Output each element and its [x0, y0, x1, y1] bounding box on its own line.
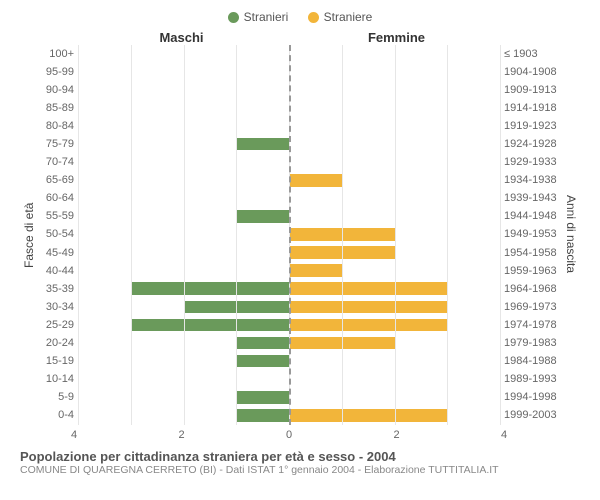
- bar-female: [289, 174, 342, 187]
- bar-female: [289, 319, 447, 332]
- age-tick: 30-34: [38, 298, 78, 316]
- age-tick: 75-79: [38, 135, 78, 153]
- age-tick: 85-89: [38, 99, 78, 117]
- age-tick: 90-94: [38, 81, 78, 99]
- legend-label-f: Straniere: [324, 10, 373, 24]
- side-titles: Maschi Femmine: [20, 30, 580, 45]
- side-title-right: Femmine: [289, 30, 504, 45]
- age-tick: 45-49: [38, 244, 78, 262]
- bar-male: [236, 409, 289, 422]
- age-tick: 60-64: [38, 189, 78, 207]
- bar-male: [236, 210, 289, 223]
- center-divider: [289, 45, 291, 425]
- y-axis-right-label: Anni di nascita: [562, 45, 580, 425]
- bar-male: [236, 337, 289, 350]
- bar-male: [131, 282, 289, 295]
- age-tick: 95-99: [38, 63, 78, 81]
- bar-female: [289, 301, 447, 314]
- y-ticks-birth: ≤ 19031904-19081909-19131914-19181919-19…: [500, 45, 562, 425]
- birth-tick: 1904-1908: [500, 63, 562, 81]
- bar-female: [289, 228, 395, 241]
- side-title-left: Maschi: [74, 30, 289, 45]
- x-tick: 4: [501, 429, 507, 441]
- age-tick: 25-29: [38, 316, 78, 334]
- birth-tick: 1914-1918: [500, 99, 562, 117]
- legend-label-m: Stranieri: [244, 10, 289, 24]
- birth-tick: 1974-1978: [500, 316, 562, 334]
- age-tick: 100+: [38, 45, 78, 63]
- age-tick: 35-39: [38, 280, 78, 298]
- birth-tick: 1919-1923: [500, 117, 562, 135]
- age-tick: 80-84: [38, 117, 78, 135]
- birth-tick: 1969-1973: [500, 298, 562, 316]
- bar-male: [236, 138, 289, 151]
- age-tick: 70-74: [38, 153, 78, 171]
- birth-tick: 1959-1963: [500, 262, 562, 280]
- birth-tick: 1934-1938: [500, 171, 562, 189]
- legend-item-m: Stranieri: [228, 10, 289, 24]
- birth-tick: 1954-1958: [500, 244, 562, 262]
- bar-male: [184, 301, 290, 314]
- x-tick: 2: [178, 429, 184, 441]
- birth-tick: 1944-1948: [500, 207, 562, 225]
- legend-swatch-m: [228, 12, 239, 23]
- bar-female: [289, 282, 447, 295]
- caption-title: Popolazione per cittadinanza straniera p…: [20, 449, 580, 464]
- birth-tick: 1979-1983: [500, 334, 562, 352]
- legend: Stranieri Straniere: [20, 10, 580, 26]
- bar-female: [289, 264, 342, 277]
- birth-tick: 1999-2003: [500, 406, 562, 424]
- bar-female: [289, 409, 447, 422]
- age-tick: 65-69: [38, 171, 78, 189]
- bar-male: [236, 355, 289, 368]
- bar-male: [131, 319, 289, 332]
- birth-tick: 1949-1953: [500, 225, 562, 243]
- bar-female: [289, 246, 395, 259]
- age-tick: 50-54: [38, 225, 78, 243]
- legend-item-f: Straniere: [308, 10, 373, 24]
- x-tick: 4: [71, 429, 77, 441]
- age-tick: 15-19: [38, 352, 78, 370]
- age-tick: 5-9: [38, 388, 78, 406]
- birth-tick: ≤ 1903: [500, 45, 562, 63]
- age-tick: 55-59: [38, 207, 78, 225]
- x-tick: 2: [393, 429, 399, 441]
- y-ticks-age: 100+95-9990-9485-8980-8475-7970-7465-696…: [38, 45, 78, 425]
- birth-tick: 1994-1998: [500, 388, 562, 406]
- birth-tick: 1929-1933: [500, 153, 562, 171]
- bar-male: [236, 391, 289, 404]
- x-axis: 4 2 0 2 4: [20, 429, 580, 443]
- legend-swatch-f: [308, 12, 319, 23]
- x-tick: 0: [286, 429, 292, 441]
- birth-tick: 1984-1988: [500, 352, 562, 370]
- age-tick: 20-24: [38, 334, 78, 352]
- birth-tick: 1939-1943: [500, 189, 562, 207]
- age-tick: 40-44: [38, 262, 78, 280]
- age-tick: 0-4: [38, 406, 78, 424]
- chart-area: Fasce di età 100+95-9990-9485-8980-8475-…: [20, 45, 580, 425]
- birth-tick: 1924-1928: [500, 135, 562, 153]
- y-axis-left-label: Fasce di età: [20, 45, 38, 425]
- caption-subtitle: COMUNE DI QUAREGNA CERRETO (BI) - Dati I…: [20, 464, 580, 476]
- plot: [78, 45, 500, 425]
- birth-tick: 1964-1968: [500, 280, 562, 298]
- birth-tick: 1909-1913: [500, 81, 562, 99]
- bar-female: [289, 337, 395, 350]
- age-tick: 10-14: [38, 370, 78, 388]
- birth-tick: 1989-1993: [500, 370, 562, 388]
